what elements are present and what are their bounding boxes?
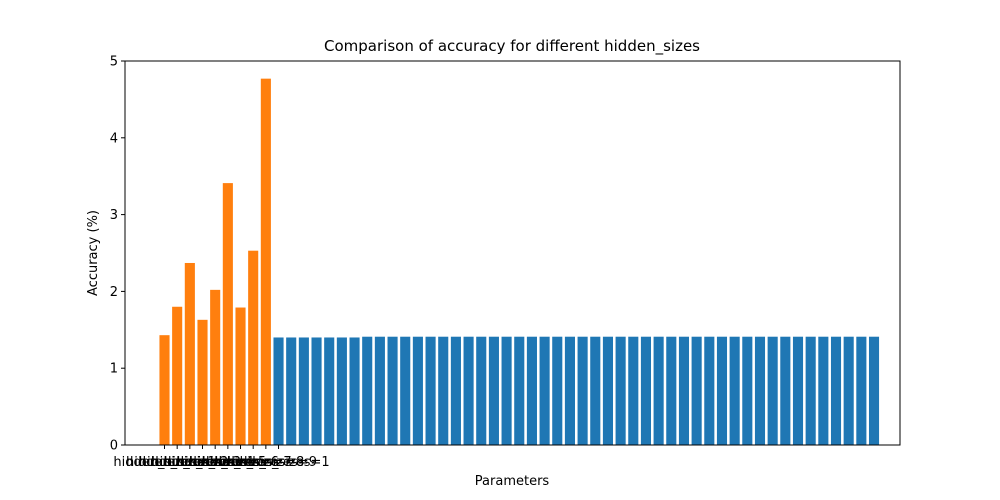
plot-area-frame: [124, 60, 901, 446]
x-tick-label: hidden_sizes=5: [164, 455, 266, 470]
bar-6: [222, 183, 233, 446]
x-tick-label: hidden_sizes=4: [151, 455, 253, 470]
bar-24: [450, 336, 461, 445]
bar-45: [716, 336, 728, 445]
bar-54: [830, 336, 842, 445]
bar-21: [412, 336, 423, 445]
bar-4: [197, 319, 208, 445]
y-tick-label: 4: [110, 131, 118, 146]
bar-49: [767, 336, 778, 445]
bar-34: [577, 336, 588, 445]
bar-8: [248, 250, 259, 445]
x-tick-label: hidden_sizes=8: [202, 455, 304, 470]
bar-12: [298, 337, 309, 445]
chart-title: Comparison of accuracy for different hid…: [324, 37, 700, 56]
bar-19: [387, 336, 398, 445]
bar-20: [400, 336, 411, 445]
x-tick-label: hidden_sizes=7: [189, 455, 291, 470]
bar-42: [678, 336, 690, 445]
bar-13: [311, 337, 322, 445]
x-tick-label: hidden_sizes=2: [126, 455, 228, 470]
bar-22: [425, 336, 436, 445]
bar-16: [349, 337, 360, 445]
bar-38: [628, 336, 639, 445]
x-axis-label: Parameters: [475, 474, 550, 489]
bar-46: [729, 336, 740, 445]
bar-5: [210, 289, 221, 445]
x-tick-label: hidden_sizes=1: [227, 455, 329, 470]
bar-18: [374, 336, 385, 445]
bar-43: [691, 336, 702, 445]
bar-37: [615, 336, 626, 445]
bar-35: [590, 336, 601, 445]
bar-15: [336, 337, 347, 445]
bar-9: [260, 78, 271, 445]
bar-32: [552, 336, 563, 445]
bar-39: [640, 336, 652, 445]
bar-40: [653, 336, 664, 445]
bar-50: [780, 336, 791, 445]
bar-56: [856, 336, 867, 445]
bar-28: [501, 336, 512, 445]
bar-48: [754, 336, 766, 445]
y-tick-label: 3: [110, 208, 118, 223]
x-tick-label: hidden_sizes=6: [177, 455, 279, 470]
bar-36: [602, 336, 613, 445]
bar-55: [843, 336, 854, 445]
bar-25: [463, 336, 474, 445]
y-tick-label: 2: [110, 285, 118, 300]
y-axis: 0 1 2 3 4 5: [110, 55, 125, 454]
bar-52: [805, 336, 816, 445]
y-axis-label: Accuracy (%): [86, 210, 101, 296]
bar-11: [286, 337, 297, 445]
bar-51: [792, 336, 804, 445]
bar-30: [526, 336, 537, 445]
bar-47: [742, 336, 753, 445]
bar-10: [273, 337, 284, 445]
bar-3: [184, 262, 195, 445]
bar-44: [704, 336, 715, 445]
bar-7: [235, 307, 246, 445]
bar-41: [666, 336, 677, 445]
bars-group: [159, 78, 880, 446]
bar-26: [476, 336, 487, 445]
bar-2: [172, 306, 183, 445]
x-tick-label: hidden_sizes=9: [215, 455, 317, 470]
x-tick-label: hidden_sizes=3: [139, 455, 241, 470]
bar-57: [868, 336, 880, 445]
bar-31: [539, 336, 550, 445]
bar-29: [514, 336, 525, 445]
bar-1: [159, 335, 170, 445]
y-tick-label: 1: [110, 362, 118, 377]
bar-53: [818, 336, 829, 445]
bar-14: [324, 337, 335, 445]
bar-17: [362, 336, 373, 445]
bar-23: [438, 336, 449, 445]
y-tick-label: 0: [110, 439, 118, 454]
y-tick-label: 5: [110, 55, 118, 70]
x-axis: hidden_sizes=1hidden_sizes=2hidden_sizes…: [113, 445, 330, 470]
bar-33: [564, 336, 575, 445]
x-tick-label: hidden_sizes=1: [113, 455, 215, 470]
bar-27: [488, 336, 499, 445]
